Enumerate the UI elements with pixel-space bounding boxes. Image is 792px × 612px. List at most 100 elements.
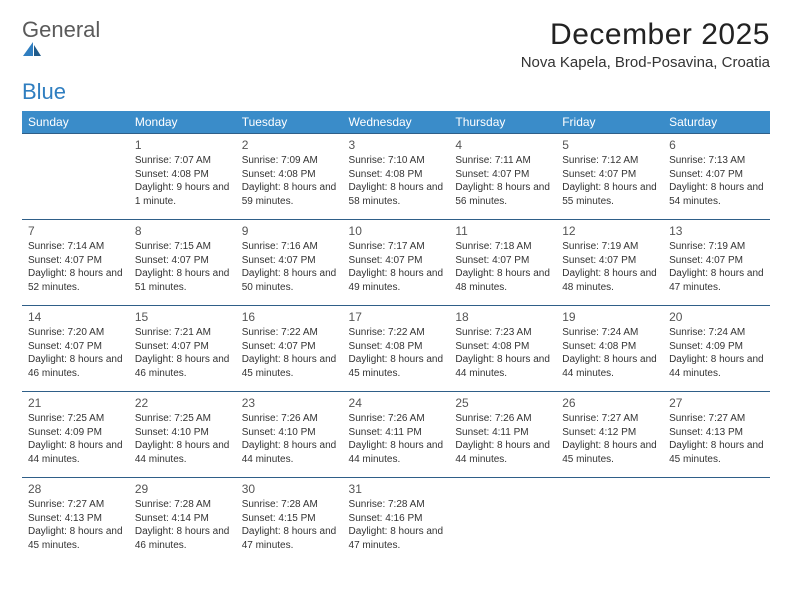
daylight-line: Daylight: 8 hours and 45 minutes. [242, 353, 337, 380]
day-number: 11 [455, 223, 550, 239]
day-number: 25 [455, 395, 550, 411]
sunset-line: Sunset: 4:10 PM [242, 426, 337, 440]
sunset-line: Sunset: 4:13 PM [28, 512, 123, 526]
sunset-line: Sunset: 4:11 PM [349, 426, 444, 440]
day-number: 24 [349, 395, 444, 411]
sunset-line: Sunset: 4:07 PM [562, 254, 657, 268]
day-header-row: SundayMondayTuesdayWednesdayThursdayFrid… [22, 111, 770, 134]
day-number: 23 [242, 395, 337, 411]
sunrise-line: Sunrise: 7:27 AM [669, 412, 764, 426]
calendar-cell: 26Sunrise: 7:27 AMSunset: 4:12 PMDayligh… [556, 392, 663, 478]
sunrise-line: Sunrise: 7:12 AM [562, 154, 657, 168]
sunset-line: Sunset: 4:07 PM [455, 168, 550, 182]
daylight-line: Daylight: 8 hours and 54 minutes. [669, 181, 764, 208]
daylight-line: Daylight: 8 hours and 45 minutes. [669, 439, 764, 466]
sunset-line: Sunset: 4:09 PM [669, 340, 764, 354]
daylight-line: Daylight: 8 hours and 44 minutes. [349, 439, 444, 466]
day-number: 18 [455, 309, 550, 325]
day-number: 2 [242, 137, 337, 153]
calendar-week-row: 14Sunrise: 7:20 AMSunset: 4:07 PMDayligh… [22, 306, 770, 392]
sunrise-line: Sunrise: 7:20 AM [28, 326, 123, 340]
sunset-line: Sunset: 4:07 PM [669, 168, 764, 182]
sunrise-line: Sunrise: 7:18 AM [455, 240, 550, 254]
day-number: 8 [135, 223, 230, 239]
calendar-cell: 17Sunrise: 7:22 AMSunset: 4:08 PMDayligh… [343, 306, 450, 392]
logo-sail-icon [22, 41, 100, 57]
day-number: 29 [135, 481, 230, 497]
sunset-line: Sunset: 4:09 PM [28, 426, 123, 440]
sunset-line: Sunset: 4:13 PM [669, 426, 764, 440]
calendar-cell: 10Sunrise: 7:17 AMSunset: 4:07 PMDayligh… [343, 220, 450, 306]
sunset-line: Sunset: 4:14 PM [135, 512, 230, 526]
calendar-cell: 2Sunrise: 7:09 AMSunset: 4:08 PMDaylight… [236, 134, 343, 220]
calendar-cell: 1Sunrise: 7:07 AMSunset: 4:08 PMDaylight… [129, 134, 236, 220]
day-number: 10 [349, 223, 444, 239]
sunset-line: Sunset: 4:07 PM [455, 254, 550, 268]
day-number: 4 [455, 137, 550, 153]
daylight-line: Daylight: 8 hours and 55 minutes. [562, 181, 657, 208]
calendar-cell: 12Sunrise: 7:19 AMSunset: 4:07 PMDayligh… [556, 220, 663, 306]
page-title: December 2025 [521, 18, 770, 52]
day-number: 20 [669, 309, 764, 325]
logo-line1: General [22, 17, 100, 42]
day-header: Thursday [449, 111, 556, 134]
daylight-line: Daylight: 8 hours and 49 minutes. [349, 267, 444, 294]
calendar-cell: 9Sunrise: 7:16 AMSunset: 4:07 PMDaylight… [236, 220, 343, 306]
daylight-line: Daylight: 8 hours and 44 minutes. [455, 439, 550, 466]
sunset-line: Sunset: 4:11 PM [455, 426, 550, 440]
calendar-table: SundayMondayTuesdayWednesdayThursdayFrid… [22, 111, 770, 564]
sunset-line: Sunset: 4:08 PM [562, 340, 657, 354]
logo-text: General Blue [22, 18, 100, 103]
daylight-line: Daylight: 9 hours and 1 minute. [135, 181, 230, 208]
sunset-line: Sunset: 4:07 PM [242, 254, 337, 268]
calendar-cell: 16Sunrise: 7:22 AMSunset: 4:07 PMDayligh… [236, 306, 343, 392]
daylight-line: Daylight: 8 hours and 56 minutes. [455, 181, 550, 208]
calendar-cell: 5Sunrise: 7:12 AMSunset: 4:07 PMDaylight… [556, 134, 663, 220]
day-number: 1 [135, 137, 230, 153]
sunrise-line: Sunrise: 7:26 AM [455, 412, 550, 426]
day-number: 12 [562, 223, 657, 239]
daylight-line: Daylight: 8 hours and 48 minutes. [455, 267, 550, 294]
day-number: 16 [242, 309, 337, 325]
calendar-cell: 27Sunrise: 7:27 AMSunset: 4:13 PMDayligh… [663, 392, 770, 478]
calendar-week-row: 28Sunrise: 7:27 AMSunset: 4:13 PMDayligh… [22, 478, 770, 564]
calendar-cell: 14Sunrise: 7:20 AMSunset: 4:07 PMDayligh… [22, 306, 129, 392]
calendar-cell: 20Sunrise: 7:24 AMSunset: 4:09 PMDayligh… [663, 306, 770, 392]
day-header: Wednesday [343, 111, 450, 134]
day-header: Sunday [22, 111, 129, 134]
sunrise-line: Sunrise: 7:11 AM [455, 154, 550, 168]
calendar-cell: 22Sunrise: 7:25 AMSunset: 4:10 PMDayligh… [129, 392, 236, 478]
daylight-line: Daylight: 8 hours and 45 minutes. [28, 525, 123, 552]
calendar-week-row: 1Sunrise: 7:07 AMSunset: 4:08 PMDaylight… [22, 134, 770, 220]
sunrise-line: Sunrise: 7:09 AM [242, 154, 337, 168]
daylight-line: Daylight: 8 hours and 59 minutes. [242, 181, 337, 208]
sunrise-line: Sunrise: 7:26 AM [349, 412, 444, 426]
day-header: Tuesday [236, 111, 343, 134]
daylight-line: Daylight: 8 hours and 47 minutes. [349, 525, 444, 552]
calendar-cell [22, 134, 129, 220]
daylight-line: Daylight: 8 hours and 46 minutes. [135, 353, 230, 380]
sunrise-line: Sunrise: 7:25 AM [135, 412, 230, 426]
day-header: Saturday [663, 111, 770, 134]
calendar-cell: 25Sunrise: 7:26 AMSunset: 4:11 PMDayligh… [449, 392, 556, 478]
day-number: 7 [28, 223, 123, 239]
sunset-line: Sunset: 4:08 PM [349, 168, 444, 182]
daylight-line: Daylight: 8 hours and 44 minutes. [28, 439, 123, 466]
sunrise-line: Sunrise: 7:27 AM [562, 412, 657, 426]
day-number: 13 [669, 223, 764, 239]
calendar-cell: 21Sunrise: 7:25 AMSunset: 4:09 PMDayligh… [22, 392, 129, 478]
day-number: 31 [349, 481, 444, 497]
sunrise-line: Sunrise: 7:28 AM [349, 498, 444, 512]
calendar-cell [556, 478, 663, 564]
day-number: 27 [669, 395, 764, 411]
day-number: 14 [28, 309, 123, 325]
calendar-cell: 7Sunrise: 7:14 AMSunset: 4:07 PMDaylight… [22, 220, 129, 306]
day-number: 5 [562, 137, 657, 153]
sunrise-line: Sunrise: 7:22 AM [349, 326, 444, 340]
sunset-line: Sunset: 4:08 PM [242, 168, 337, 182]
calendar-cell: 24Sunrise: 7:26 AMSunset: 4:11 PMDayligh… [343, 392, 450, 478]
daylight-line: Daylight: 8 hours and 47 minutes. [669, 267, 764, 294]
sunset-line: Sunset: 4:07 PM [242, 340, 337, 354]
daylight-line: Daylight: 8 hours and 47 minutes. [242, 525, 337, 552]
sunrise-line: Sunrise: 7:25 AM [28, 412, 123, 426]
